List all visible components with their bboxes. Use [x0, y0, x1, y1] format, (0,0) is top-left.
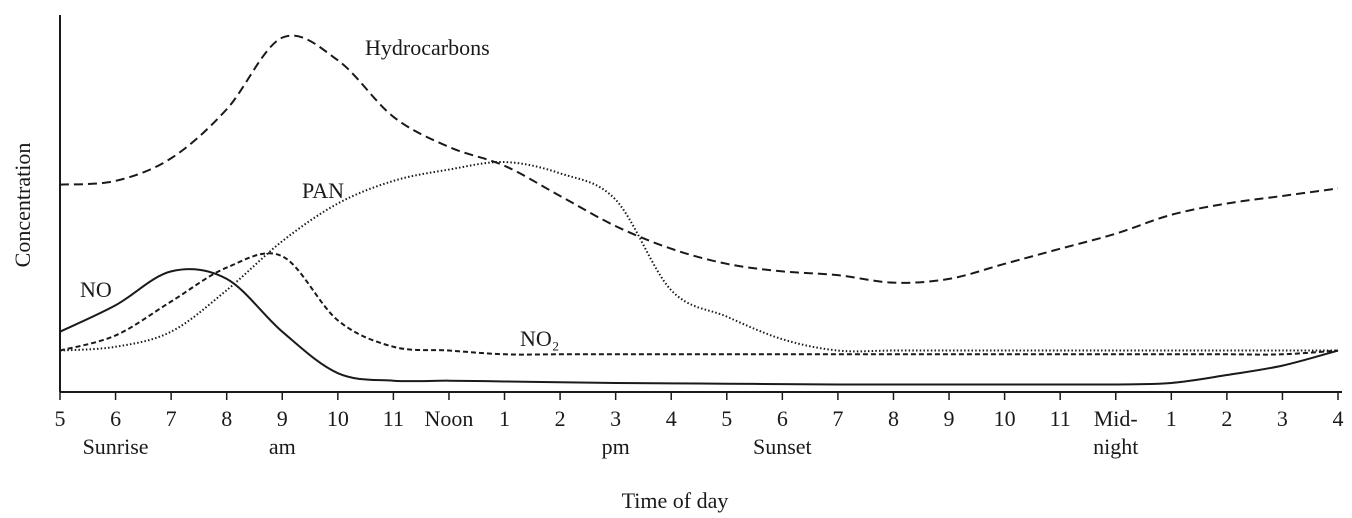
series-line [59, 268, 1339, 386]
x-tick-label: 8 [888, 406, 899, 431]
x-tick-label: 3 [610, 406, 621, 431]
x-tick-label: 5 [55, 406, 66, 431]
series-label: NO₂ [520, 326, 559, 351]
x-tick-label: 2 [555, 406, 566, 431]
x-tick-label: 1 [1166, 406, 1177, 431]
x-tick-sublabel: Sunset [753, 434, 812, 459]
x-tick-label: Mid- [1094, 406, 1138, 431]
series-line [59, 34, 1339, 284]
x-tick-label: 11 [383, 406, 404, 431]
series-label: NO [80, 277, 112, 302]
x-tick-label: 11 [1050, 406, 1071, 431]
x-tick-label: 6 [777, 406, 788, 431]
x-tick-sublabel: pm [602, 434, 630, 459]
x-tick-label: 10 [327, 406, 349, 431]
x-tick-label: 4 [1333, 406, 1344, 431]
x-tick-sublabel: night [1093, 434, 1138, 459]
x-tick-label: 7 [166, 406, 177, 431]
x-tick-sublabel: Sunrise [83, 434, 149, 459]
x-tick-label: 10 [994, 406, 1016, 431]
x-tick-label: 4 [666, 406, 677, 431]
x-tick-label: 1 [499, 406, 510, 431]
x-tick-label: 8 [221, 406, 232, 431]
x-tick-label: Noon [425, 406, 474, 431]
x-tick-label: 9 [944, 406, 955, 431]
x-tick-label: 7 [832, 406, 843, 431]
x-tick-label: 6 [110, 406, 121, 431]
series-label: Hydrocarbons [365, 35, 490, 60]
x-tick-label: 5 [721, 406, 732, 431]
x-tick-label: 9 [277, 406, 288, 431]
x-tick-sublabel: am [269, 434, 296, 459]
x-tick-label: 2 [1221, 406, 1232, 431]
series-label: PAN [302, 178, 344, 203]
series-line [59, 252, 1339, 356]
x-axis-title: Time of day [622, 488, 729, 513]
x-tick-label: 3 [1277, 406, 1288, 431]
y-axis-title: Concentration [10, 143, 35, 268]
